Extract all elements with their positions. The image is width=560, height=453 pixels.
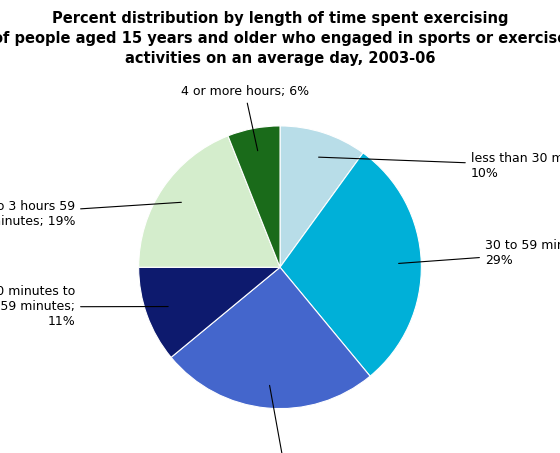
Text: 30 to 59 minutes;
29%: 30 to 59 minutes; 29% bbox=[399, 239, 560, 267]
Wedge shape bbox=[139, 267, 280, 357]
Text: 1 hour 30 minutes to
1 hour 59 minutes;
11%: 1 hour 30 minutes to 1 hour 59 minutes; … bbox=[0, 285, 168, 328]
Text: 4 or more hours; 6%: 4 or more hours; 6% bbox=[181, 85, 309, 151]
Wedge shape bbox=[280, 126, 363, 267]
Wedge shape bbox=[139, 136, 280, 267]
Text: 1 hour to 1 hour 29
minutes; 25%: 1 hour to 1 hour 29 minutes; 25% bbox=[227, 386, 348, 453]
Text: less than 30 minutes;
10%: less than 30 minutes; 10% bbox=[319, 151, 560, 179]
Wedge shape bbox=[171, 267, 370, 409]
Wedge shape bbox=[280, 153, 421, 376]
Wedge shape bbox=[228, 126, 280, 267]
Title: Percent distribution by length of time spent exercising
of people aged 15 years : Percent distribution by length of time s… bbox=[0, 11, 560, 66]
Text: 2 hours to 3 hours 59
minutes; 19%: 2 hours to 3 hours 59 minutes; 19% bbox=[0, 200, 181, 227]
